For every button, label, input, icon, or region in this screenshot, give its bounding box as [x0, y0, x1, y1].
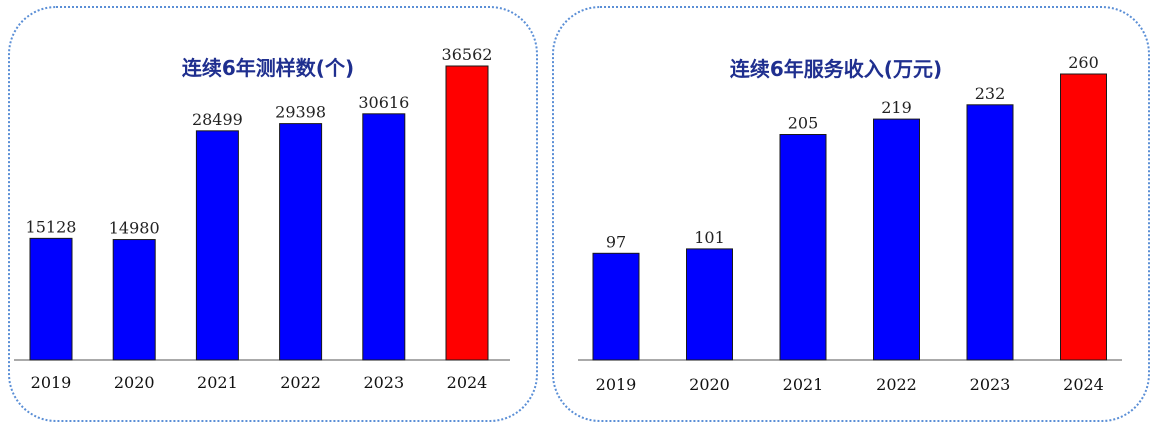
x-tick-revenue-2020: 2020 [689, 375, 730, 394]
data-label-samples-2019: 15128 [26, 217, 77, 236]
data-label-revenue-2019: 97 [606, 232, 626, 251]
x-tick-samples-2023: 2023 [363, 373, 404, 392]
data-label-samples-2020: 14980 [109, 219, 160, 238]
bar-revenue-2020 [686, 248, 733, 361]
x-tick-samples-2024: 2024 [447, 373, 488, 392]
data-label-samples-2021: 28499 [192, 110, 243, 129]
data-label-revenue-2023: 232 [975, 84, 1006, 103]
data-label-samples-2023: 30616 [358, 93, 409, 112]
data-label-revenue-2020: 101 [694, 228, 725, 247]
bar-revenue-2021 [779, 134, 827, 361]
bar-samples-2022 [279, 123, 323, 361]
x-tick-samples-2021: 2021 [197, 373, 238, 392]
bar-samples-2024 [445, 65, 489, 361]
bar-samples-2023 [362, 113, 406, 361]
bar-revenue-2023 [966, 104, 1014, 361]
x-tick-revenue-2024: 2024 [1063, 375, 1104, 394]
x-tick-samples-2022: 2022 [280, 373, 321, 392]
bar-samples-2019 [29, 237, 73, 361]
x-tick-revenue-2021: 2021 [783, 375, 824, 394]
data-label-revenue-2024: 260 [1068, 53, 1099, 72]
data-label-revenue-2021: 205 [788, 114, 819, 133]
x-tick-samples-2019: 2019 [31, 373, 72, 392]
bar-revenue-2022 [873, 118, 920, 361]
x-tick-revenue-2023: 2023 [970, 375, 1011, 394]
chart-panel-revenue [552, 6, 1150, 422]
data-label-samples-2024: 36562 [442, 45, 493, 64]
chart-title-samples: 连续6年测样数(个) [182, 56, 354, 80]
x-tick-revenue-2019: 2019 [596, 375, 637, 394]
bar-revenue-2019 [592, 252, 640, 361]
chart-panel-samples [8, 6, 538, 422]
chart-title-revenue: 连续6年服务收入(万元) [730, 57, 942, 81]
bar-revenue-2024 [1060, 73, 1107, 361]
data-label-revenue-2022: 219 [881, 98, 912, 117]
data-label-samples-2022: 29398 [275, 103, 326, 122]
x-tick-samples-2020: 2020 [114, 373, 155, 392]
bar-samples-2020 [112, 239, 156, 361]
bar-samples-2021 [195, 130, 239, 361]
x-tick-revenue-2022: 2022 [876, 375, 917, 394]
